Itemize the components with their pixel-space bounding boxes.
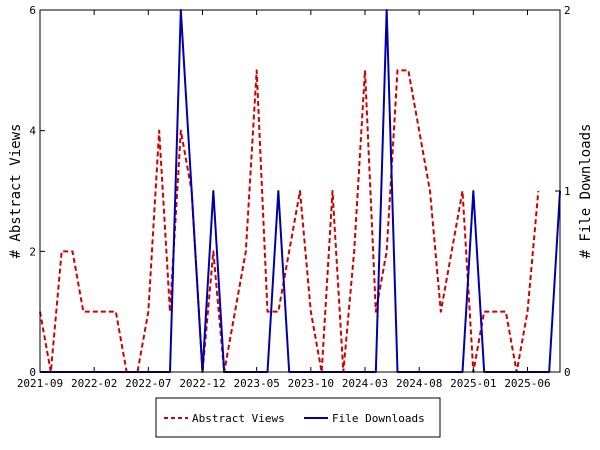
x-tick-label: 2025-06: [504, 377, 550, 390]
y-left-tick-label: 4: [29, 125, 36, 138]
legend: Abstract Views File Downloads: [155, 397, 441, 438]
series-layer: [39, 9, 561, 373]
y-right-tick-label: 0: [564, 366, 571, 379]
x-tick-label: 2021-09: [17, 377, 63, 390]
x-tick-label: 2024-03: [342, 377, 388, 390]
y-axis-right-label: # File Downloads: [578, 124, 594, 259]
x-tick-label: 2024-08: [396, 377, 442, 390]
y-left-tick-label: 6: [29, 4, 36, 17]
y-axis-left-label: # Abstract Views: [8, 124, 24, 259]
legend-label-file-downloads: File Downloads: [332, 412, 425, 425]
x-tick-label: 2022-02: [71, 377, 117, 390]
y-right-tick-label: 2: [564, 4, 571, 17]
x-tick-label: 2022-12: [179, 377, 225, 390]
y-right-tick-label: 1: [564, 185, 571, 198]
x-tick-label: 2023-10: [288, 377, 334, 390]
x-tick-label: 2025-01: [450, 377, 496, 390]
axes-layer: 2021-09 2022-02 2022-07 2022-12 2023-05 2023-…: [17, 4, 571, 390]
x-tick-label: 2023-05: [233, 377, 279, 390]
series-line-abstract-views: [39, 69, 540, 373]
x-tick-label: 2022-07: [125, 377, 171, 390]
y-left-tick-label: 2: [29, 245, 36, 258]
legend-label-abstract-views: Abstract Views: [192, 412, 285, 425]
y-left-tick-label: 0: [29, 366, 36, 379]
legend-box: [155, 397, 441, 438]
